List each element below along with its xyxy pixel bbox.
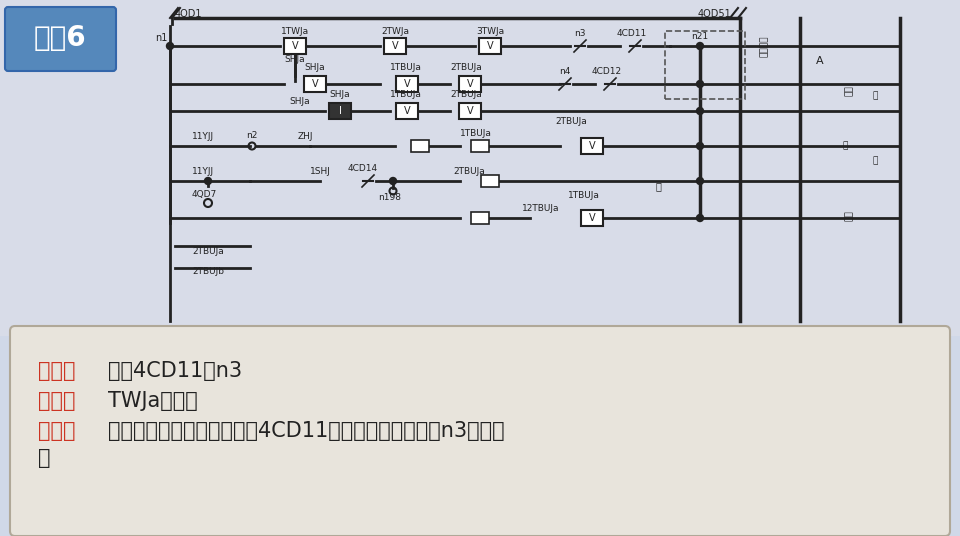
FancyBboxPatch shape: [10, 326, 950, 536]
Text: V: V: [467, 79, 473, 89]
Text: 1TBUJa: 1TBUJa: [390, 63, 421, 72]
Text: 故障6: 故障6: [34, 24, 86, 52]
Bar: [329, 103, 351, 119]
Bar: [411, 140, 429, 152]
Bar: [581, 138, 603, 154]
Text: 12TBUJa: 12TBUJa: [522, 204, 560, 213]
Text: 2TBUJa: 2TBUJa: [450, 63, 482, 72]
Text: TWJa无信号: TWJa无信号: [108, 391, 198, 411]
Bar: [459, 76, 481, 92]
Text: SHJa: SHJa: [285, 55, 305, 64]
Circle shape: [697, 80, 704, 87]
Bar: [304, 76, 326, 92]
Circle shape: [697, 143, 704, 150]
Circle shape: [166, 42, 174, 49]
Text: 11YJJ: 11YJJ: [192, 167, 214, 176]
Text: 3TWJa: 3TWJa: [476, 27, 504, 36]
Text: V: V: [292, 41, 299, 51]
Text: SHJa: SHJa: [329, 90, 350, 99]
Bar: [471, 212, 489, 224]
Bar: [384, 38, 406, 54]
Text: 2TBUJa: 2TBUJa: [555, 117, 587, 126]
Text: 4QD7: 4QD7: [192, 190, 217, 199]
Text: V: V: [487, 41, 493, 51]
Text: 1TBUJa: 1TBUJa: [460, 129, 492, 138]
Bar: [284, 38, 306, 54]
Text: 1TBUJa: 1TBUJa: [568, 191, 600, 200]
Bar: [665, 31, 745, 99]
Text: 4CD11: 4CD11: [617, 29, 647, 38]
Text: V: V: [392, 41, 398, 51]
Text: SHJa: SHJa: [290, 97, 310, 106]
Text: n1: n1: [155, 33, 167, 43]
Text: 2TBUJa: 2TBUJa: [192, 247, 224, 256]
Bar: [396, 103, 418, 119]
Text: 接: 接: [38, 448, 51, 468]
Text: V: V: [588, 141, 595, 151]
Text: 2TBUJa: 2TBUJa: [453, 167, 485, 176]
Text: 11YJJ: 11YJJ: [192, 132, 214, 141]
Text: n3: n3: [574, 29, 586, 38]
Text: V: V: [467, 106, 473, 116]
Text: 令: 令: [842, 142, 848, 151]
Text: 跳位監視: 跳位監視: [760, 35, 769, 57]
Bar: [479, 38, 501, 54]
Text: 1SHJ: 1SHJ: [310, 167, 331, 176]
FancyBboxPatch shape: [5, 7, 116, 71]
Circle shape: [697, 108, 704, 115]
Text: A: A: [816, 56, 824, 66]
Text: 2TBUJb: 2TBUJb: [192, 266, 224, 276]
Text: V: V: [588, 213, 595, 223]
Text: n21: n21: [691, 32, 708, 41]
FancyBboxPatch shape: [0, 0, 960, 336]
Circle shape: [204, 177, 211, 184]
Text: 竖: 竖: [655, 181, 660, 191]
Bar: [481, 175, 499, 187]
Bar: [581, 210, 603, 226]
Text: 模拟断路器处于跳位，检查4CD11上是否有正电，检查n3是否虚: 模拟断路器处于跳位，检查4CD11上是否有正电，检查n3是否虚: [108, 421, 505, 441]
Text: 虚接4CD11的n3: 虚接4CD11的n3: [108, 361, 242, 381]
Text: ZHJ: ZHJ: [298, 132, 314, 141]
Bar: [396, 76, 418, 92]
Circle shape: [697, 42, 704, 49]
Text: SHJa: SHJa: [304, 63, 325, 72]
Text: 閘: 閘: [873, 157, 877, 166]
Text: 2TBUJa: 2TBUJa: [450, 90, 482, 99]
Text: 合閘: 合閘: [845, 86, 854, 96]
Text: 方法：: 方法：: [38, 421, 76, 441]
Circle shape: [697, 214, 704, 221]
Text: 4QD1: 4QD1: [175, 9, 203, 19]
Text: 1TWJa: 1TWJa: [281, 27, 309, 36]
Bar: [471, 140, 489, 152]
Text: 相: 相: [873, 92, 877, 101]
Text: 4CD12: 4CD12: [592, 67, 622, 76]
Text: 故障：: 故障：: [38, 361, 76, 381]
Text: V: V: [404, 106, 410, 116]
Text: n2: n2: [247, 131, 257, 140]
Text: 4QD51: 4QD51: [698, 9, 732, 19]
Circle shape: [697, 177, 704, 184]
Circle shape: [390, 177, 396, 184]
Text: 1TBUJa: 1TBUJa: [390, 90, 421, 99]
Text: 现象：: 现象：: [38, 391, 76, 411]
Text: 4CD14: 4CD14: [348, 164, 378, 173]
Text: 2TWJa: 2TWJa: [381, 27, 409, 36]
Text: I: I: [339, 106, 342, 116]
Text: n198: n198: [378, 193, 401, 202]
Text: V: V: [312, 79, 319, 89]
Text: n4: n4: [560, 67, 570, 76]
Text: V: V: [404, 79, 410, 89]
Bar: [459, 103, 481, 119]
Text: 跳閘: 跳閘: [845, 211, 854, 221]
